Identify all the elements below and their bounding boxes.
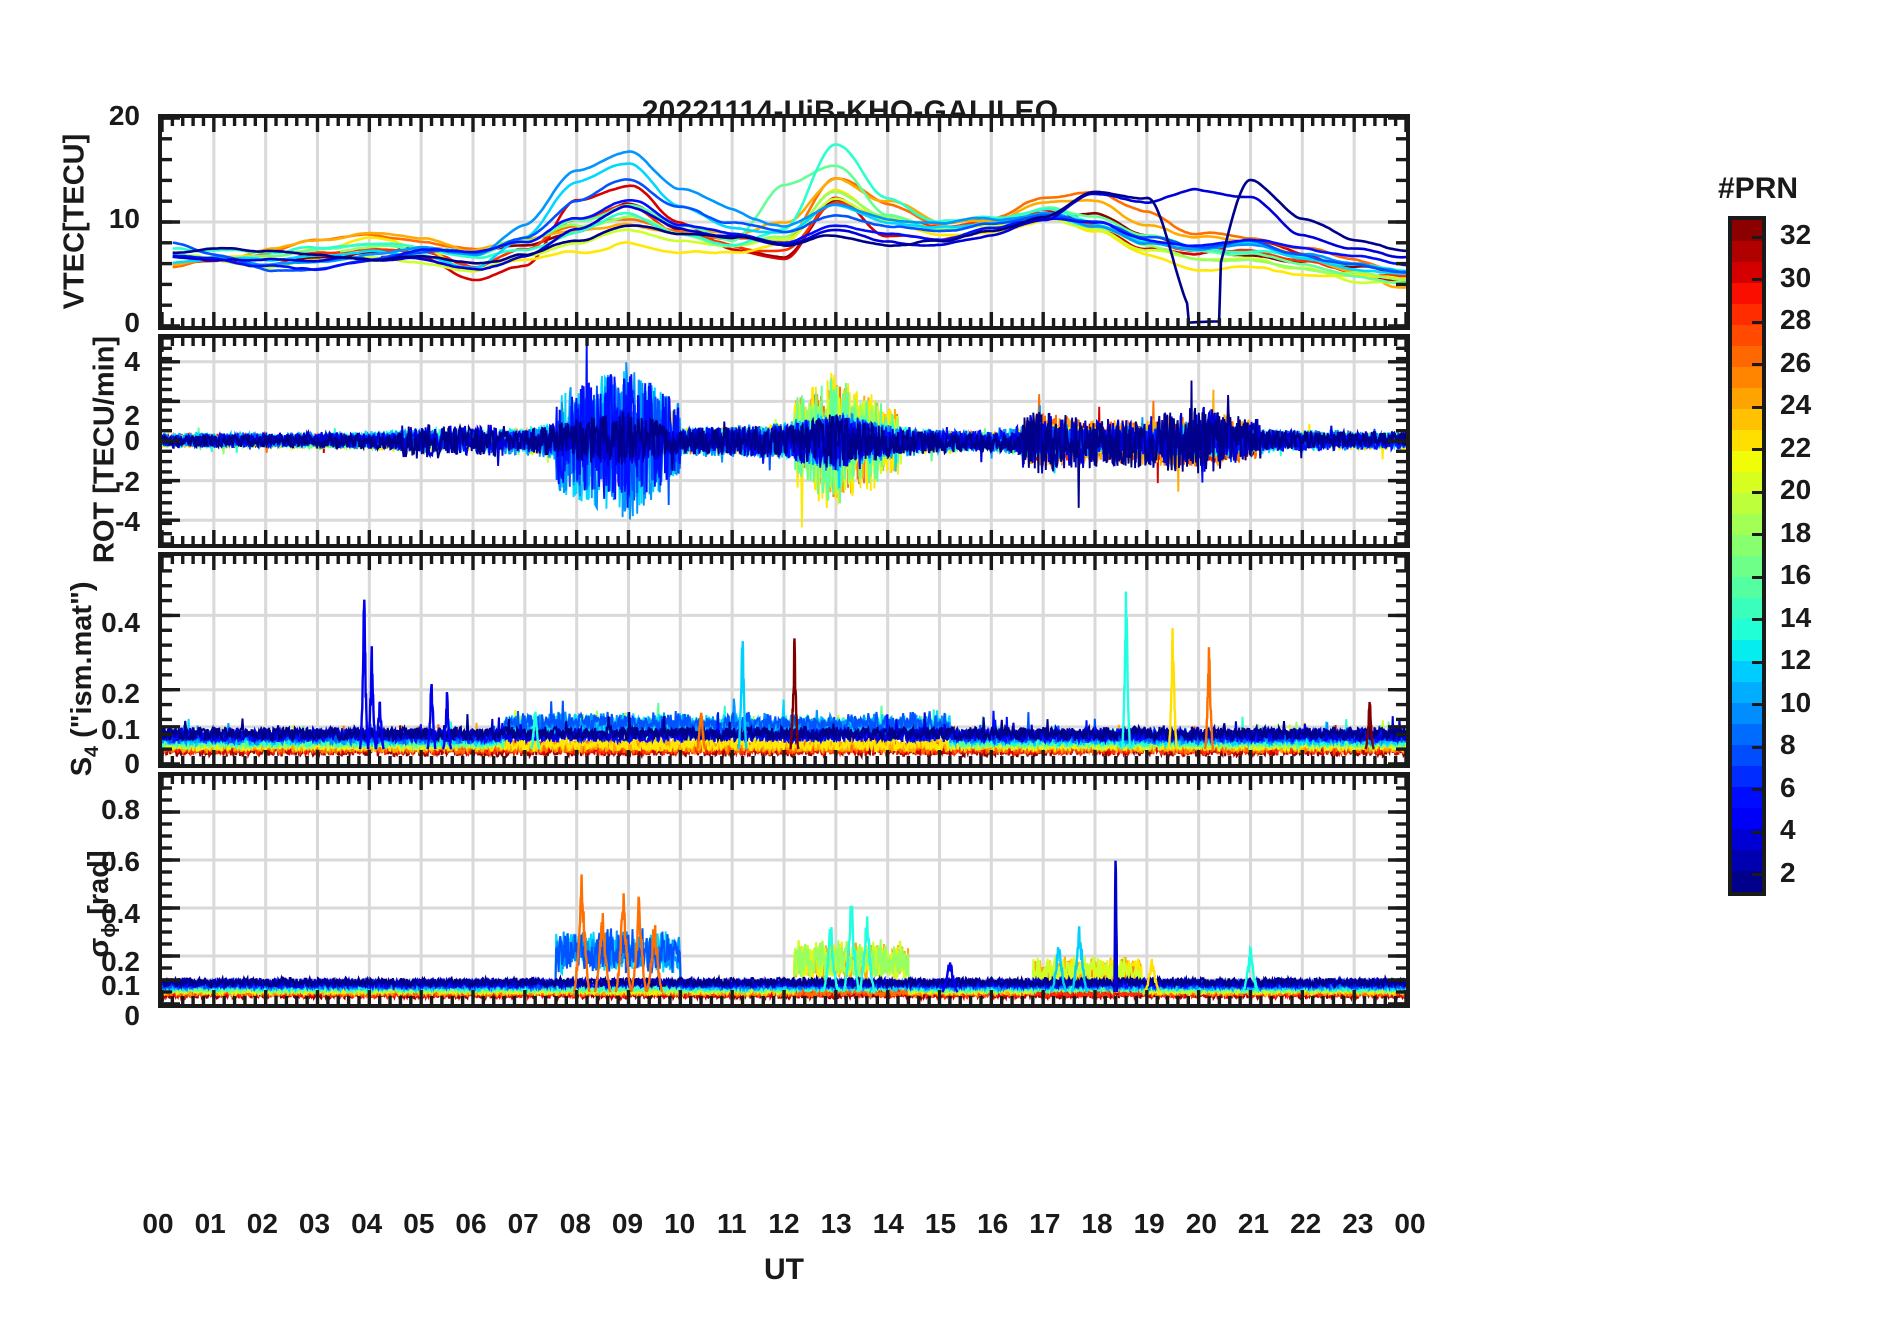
panel-s4-ytick-02: 0.2	[101, 678, 140, 709]
colorbar-tickmark-14	[1752, 618, 1763, 622]
x-tick-21: 21	[1237, 1208, 1270, 1239]
colorbar-tick-10: 10	[1780, 686, 1812, 718]
panel-vtec-ytick-10: 10	[108, 203, 140, 234]
colorbar-tickmark-12	[1752, 660, 1763, 664]
x-axis-label: UT	[764, 1253, 804, 1286]
colorbar-tickmark-26	[1752, 363, 1763, 367]
colorbar-tickmark-20	[1752, 490, 1763, 494]
x-tick-10: 10	[664, 1208, 696, 1239]
colorbar-tick-32: 32	[1780, 219, 1812, 251]
x-tick-5: 05	[403, 1208, 435, 1239]
panel-s4-ytick-0: 0	[124, 748, 140, 779]
x-tick-0: 00	[142, 1208, 174, 1239]
x-tick-4: 04	[351, 1208, 383, 1239]
x-tick-6: 06	[455, 1208, 487, 1239]
panel-s4-ytick-01: 0.1	[101, 714, 140, 745]
panel-rot-ytick-m4: -4	[115, 506, 140, 537]
x-tick-9: 09	[611, 1208, 644, 1239]
x-tick-16: 16	[977, 1208, 1009, 1239]
x-tick-11: 11	[717, 1208, 747, 1239]
colorbar-tickmark-32	[1752, 235, 1763, 239]
x-tick-18: 18	[1081, 1208, 1113, 1239]
x-tick-17: 17	[1029, 1208, 1061, 1239]
x-tick-2: 02	[246, 1208, 278, 1239]
colorbar-tick-6: 6	[1780, 771, 1796, 803]
x-tick-7: 07	[507, 1208, 539, 1239]
panel-sigmaphi	[158, 772, 1410, 1008]
x-tick-22: 22	[1290, 1208, 1322, 1239]
colorbar-tickmark-2	[1752, 873, 1763, 877]
colorbar-tickmark-8	[1752, 745, 1763, 749]
colorbar-tickmark-4	[1752, 830, 1763, 834]
colorbar-tick-14: 14	[1780, 601, 1812, 633]
colorbar-tickmark-16	[1752, 575, 1763, 579]
x-tick-15: 15	[924, 1208, 957, 1239]
x-tick-20: 20	[1185, 1208, 1217, 1239]
colorbar-tick-26: 26	[1780, 346, 1812, 378]
x-tick-23: 23	[1342, 1208, 1374, 1239]
panel-vtec-ytick-20: 20	[108, 100, 140, 131]
colorbar-tickmark-24	[1752, 405, 1763, 409]
colorbar-tick-24: 24	[1780, 389, 1812, 421]
x-tick-8: 08	[559, 1208, 591, 1239]
colorbar-tickmark-18	[1752, 533, 1763, 537]
colorbar-tick-8: 8	[1780, 729, 1796, 761]
colorbar-tick-28: 28	[1780, 304, 1812, 336]
panel-vtec-ytick-0: 0	[124, 307, 140, 338]
x-tick-24: 00	[1394, 1208, 1426, 1239]
colorbar-tickmark-10	[1752, 703, 1763, 707]
colorbar-tick-30: 30	[1780, 261, 1812, 293]
colorbar-tickmark-22	[1752, 448, 1763, 452]
x-tick-13: 13	[820, 1208, 852, 1239]
colorbar-title: #PRN	[1718, 172, 1799, 205]
panel-sigmaphi-ytick-04: 0.4	[101, 898, 140, 929]
colorbar-tick-12: 12	[1780, 644, 1812, 676]
colorbar-tickmark-28	[1752, 320, 1763, 324]
panel-rot-ytick-m2: -2	[115, 466, 140, 497]
panel-vtec	[158, 114, 1410, 330]
colorbar-tickmark-30	[1752, 278, 1763, 282]
panel-rot-ytick-0: 0	[124, 425, 140, 456]
panel-sigmaphi-ytick-01: 0.1	[101, 970, 140, 1001]
colorbar-tick-22: 22	[1780, 431, 1812, 463]
panel-sigmaphi-ytick-0: 0	[124, 1000, 140, 1031]
x-tick-12: 12	[768, 1208, 800, 1239]
colorbar-tick-2: 2	[1780, 856, 1796, 888]
panel-rot	[158, 334, 1410, 548]
panel-s4	[158, 552, 1410, 768]
colorbar-tick-18: 18	[1780, 516, 1812, 548]
colorbar-tick-16: 16	[1780, 559, 1812, 591]
x-tick-14: 14	[872, 1208, 904, 1239]
x-tick-1: 01	[194, 1208, 226, 1239]
panel-sigmaphi-ytick-08: 0.8	[101, 794, 140, 825]
panel-s4-ytick-04: 0.4	[101, 607, 140, 638]
x-tick-3: 03	[298, 1208, 331, 1239]
panel-sigmaphi-ytick-02: 0.2	[101, 946, 140, 977]
panel-sigmaphi-ytick-06: 0.6	[101, 846, 140, 877]
colorbar-tick-20: 20	[1780, 474, 1812, 506]
panel-rot-ytick-2: 2	[124, 400, 140, 431]
panel-rot-ytick-4: 4	[124, 346, 140, 377]
x-tick-19: 19	[1133, 1208, 1165, 1239]
colorbar[interactable]	[1728, 216, 1766, 896]
colorbar-tickmark-6	[1752, 788, 1763, 792]
colorbar-tick-4: 4	[1780, 814, 1796, 846]
